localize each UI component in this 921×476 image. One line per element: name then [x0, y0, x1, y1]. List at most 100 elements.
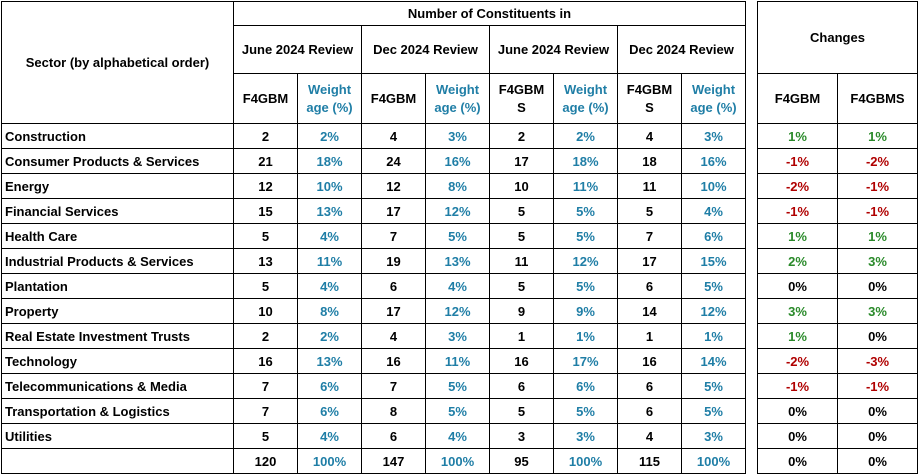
total-cell: 95 — [489, 448, 554, 474]
weightage-cell: 13% — [297, 198, 362, 224]
weightage-cell: 6% — [297, 373, 362, 399]
count-cell: 5 — [489, 398, 554, 424]
weightage-cell: 5% — [553, 398, 618, 424]
weightage-cell: 12% — [425, 198, 490, 224]
weightage-cell: 6% — [297, 398, 362, 424]
weightage-cell: 11% — [425, 348, 490, 374]
count-cell: 6 — [489, 373, 554, 399]
table-row: Utilities 5 4% 6 4% 3 3% 4 3% 0% 0% — [1, 423, 918, 449]
count-cell: 4 — [617, 123, 682, 149]
change-cell: 0% — [757, 423, 838, 449]
count-cell: 11 — [489, 248, 554, 274]
sector-name: Transportation & Logistics — [1, 398, 234, 424]
weightage-cell: 2% — [297, 323, 362, 349]
change-cell: 0% — [837, 323, 918, 349]
weightage-cell: 4% — [425, 423, 490, 449]
change-cell: -1% — [837, 198, 918, 224]
column-header: F4GBM — [233, 73, 298, 124]
change-cell: 0% — [757, 398, 838, 424]
change-cell: 1% — [757, 123, 838, 149]
weightage-cell: 5% — [681, 273, 746, 299]
change-cell: 1% — [837, 223, 918, 249]
count-cell: 19 — [361, 248, 426, 274]
gap — [745, 273, 758, 299]
total-cell: 100% — [681, 448, 746, 474]
weightage-cell: 5% — [553, 223, 618, 249]
table-row: Industrial Products & Services 13 11% 19 13%… — [1, 248, 918, 274]
gap — [745, 348, 758, 374]
count-cell: 4 — [361, 123, 426, 149]
count-cell: 1 — [617, 323, 682, 349]
count-cell: 5 — [489, 198, 554, 224]
total-cell: 147 — [361, 448, 426, 474]
weightage-cell: 9% — [553, 298, 618, 324]
column-header: F4GBM — [361, 73, 426, 124]
total-cell: 0% — [837, 448, 918, 474]
gap — [745, 248, 758, 274]
table-row: Sector (by alphabetical order) Number of … — [1, 1, 918, 124]
review-header: June 2024 Review — [489, 25, 618, 74]
weightage-cell: 8% — [425, 173, 490, 199]
weightage-cell: 3% — [681, 123, 746, 149]
table-row: June 2024 Review Dec 2024 Review June 2024… — [2, 25, 918, 74]
total-cell: 100% — [425, 448, 490, 474]
sector-header: Sector (by alphabetical order) — [1, 1, 234, 124]
gap — [745, 173, 758, 199]
weightage-cell: 4% — [297, 423, 362, 449]
change-cell: -3% — [837, 348, 918, 374]
gap — [745, 25, 758, 74]
gap — [745, 1, 758, 26]
change-cell: -1% — [757, 373, 838, 399]
table-row: Plantation 5 4% 6 4% 5 5% 6 5% 0% 0% — [1, 273, 918, 299]
count-cell: 9 — [489, 298, 554, 324]
total-cell: 0% — [757, 448, 838, 474]
count-cell: 10 — [233, 298, 298, 324]
table-row: F4GBM Weight age (%) F4GBM Weight age (%) F4… — [2, 73, 918, 124]
count-cell: 3 — [489, 423, 554, 449]
sector-name: Industrial Products & Services — [1, 248, 234, 274]
gap — [745, 198, 758, 224]
count-cell: 17 — [361, 298, 426, 324]
change-cell: -2% — [757, 348, 838, 374]
count-cell: 13 — [233, 248, 298, 274]
count-cell: 7 — [233, 398, 298, 424]
group-header: Number of Constituents in — [233, 1, 746, 26]
weightage-cell: 1% — [553, 323, 618, 349]
count-cell: 12 — [233, 173, 298, 199]
gap — [745, 373, 758, 399]
count-cell: 5 — [489, 273, 554, 299]
count-cell: 10 — [489, 173, 554, 199]
count-cell: 16 — [489, 348, 554, 374]
weightage-cell: 15% — [681, 248, 746, 274]
weightage-cell: 5% — [681, 398, 746, 424]
table-row: 120 100% 147 100% 95 100% 115 100% 0% 0% — [1, 448, 918, 474]
change-cell: 0% — [757, 273, 838, 299]
change-cell: 3% — [837, 248, 918, 274]
weightage-cell: 5% — [425, 373, 490, 399]
sector-name: Utilities — [1, 423, 234, 449]
change-cell: -1% — [837, 173, 918, 199]
weightage-cell: 10% — [681, 173, 746, 199]
count-cell: 7 — [361, 223, 426, 249]
review-header: Dec 2024 Review — [361, 25, 490, 74]
weightage-cell: 14% — [681, 348, 746, 374]
sector-name: Energy — [1, 173, 234, 199]
sector-name: Financial Services — [1, 198, 234, 224]
change-cell: 0% — [837, 423, 918, 449]
table-row: Construction 2 2% 4 3% 2 2% 4 3% 1% 1% — [1, 123, 918, 149]
weightage-cell: 5% — [553, 198, 618, 224]
gap — [745, 323, 758, 349]
count-cell: 18 — [617, 148, 682, 174]
weightage-cell: 4% — [681, 198, 746, 224]
count-cell: 15 — [233, 198, 298, 224]
change-cell: 1% — [837, 123, 918, 149]
count-cell: 12 — [361, 173, 426, 199]
weightage-cell: 16% — [681, 148, 746, 174]
count-cell: 1 — [489, 323, 554, 349]
weightage-cell: 5% — [681, 373, 746, 399]
sector-name: Telecommunications & Media — [1, 373, 234, 399]
sector-name: Plantation — [1, 273, 234, 299]
count-cell: 5 — [233, 423, 298, 449]
count-cell: 2 — [233, 323, 298, 349]
